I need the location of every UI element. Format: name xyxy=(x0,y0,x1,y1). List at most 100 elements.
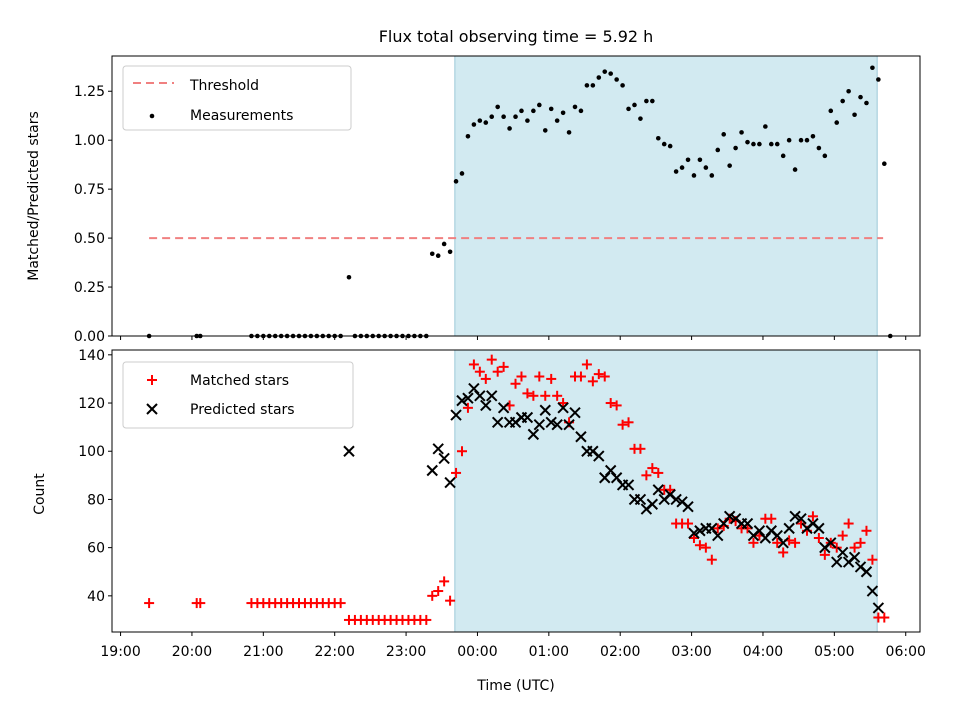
measurement-point xyxy=(453,179,459,184)
legend-threshold-label: Threshold xyxy=(189,78,259,94)
x-axis-label: Time (UTC) xyxy=(476,678,554,694)
measurement-point xyxy=(852,112,857,118)
bottom-legend-box xyxy=(122,361,354,429)
matched-star-point xyxy=(335,598,346,609)
measurement-point xyxy=(495,104,500,110)
top-x-ticks xyxy=(120,336,907,340)
y-tick-label: 0.25 xyxy=(74,280,105,296)
measurement-point xyxy=(763,124,768,129)
legend-predicted-label: Predicted stars xyxy=(190,402,295,418)
matched-star-point xyxy=(593,369,604,380)
predicted-star-point xyxy=(866,585,879,597)
measurement-point xyxy=(566,130,572,135)
predicted-star-point xyxy=(712,529,724,542)
top-panel-frame xyxy=(111,55,921,337)
predicted-star-point xyxy=(545,416,557,429)
measurement-point xyxy=(632,102,637,108)
predicted-star-point xyxy=(831,556,843,568)
predicted-star-point xyxy=(593,450,605,462)
measurement-point xyxy=(786,137,792,143)
matched-star-point xyxy=(486,354,497,365)
predicted-star-point xyxy=(634,493,647,506)
measurement-point xyxy=(513,114,518,119)
matched-star-point xyxy=(587,376,598,387)
measurement-point xyxy=(441,241,447,247)
matched-star-point xyxy=(623,417,634,428)
measurement-point xyxy=(590,83,596,88)
measurement-point xyxy=(519,108,524,114)
measurement-point xyxy=(703,165,709,170)
matched-star-point xyxy=(879,612,890,623)
measurement-point xyxy=(792,167,798,172)
matched-star-point xyxy=(522,388,533,399)
x-tick-label: 04:00 xyxy=(743,644,783,660)
measurement-point xyxy=(834,120,840,125)
predicted-star-point xyxy=(783,522,795,535)
measurement-point xyxy=(650,98,655,104)
measurement-point xyxy=(471,122,477,127)
matched-star-point xyxy=(796,518,807,529)
measurement-point xyxy=(465,133,471,139)
matched-star-point xyxy=(683,518,694,529)
predicted-stars-series xyxy=(343,382,885,614)
predicted-star-point xyxy=(491,416,504,429)
legend-matched-swatch xyxy=(147,375,157,385)
measurements-series xyxy=(146,65,893,339)
predicted-star-point xyxy=(557,402,569,414)
matched-star-point xyxy=(712,523,723,534)
measurement-point xyxy=(459,171,465,176)
top-y-axis-label: Matched/Predicted stars xyxy=(26,111,42,281)
predicted-star-point xyxy=(872,602,885,614)
predicted-star-point xyxy=(688,527,700,539)
measurement-point xyxy=(620,83,625,88)
top-legend: Threshold Measurements xyxy=(122,65,352,131)
matched-star-point xyxy=(474,366,485,377)
matched-star-point xyxy=(665,484,676,495)
matched-star-point xyxy=(653,467,664,478)
predicted-star-point xyxy=(860,566,873,578)
matched-star-point xyxy=(421,614,432,625)
predicted-star-point xyxy=(462,392,474,404)
y-tick-label: 100 xyxy=(78,444,105,460)
matched-star-point xyxy=(778,547,789,558)
predicted-star-point xyxy=(670,493,682,506)
matched-star-point xyxy=(534,371,545,382)
matched-star-point xyxy=(510,378,521,389)
y-tick-label: 1.00 xyxy=(74,133,105,149)
matched-star-point xyxy=(492,366,503,377)
predicted-star-point xyxy=(741,517,754,530)
matched-star-point xyxy=(575,371,586,382)
y-tick-label: 0.50 xyxy=(74,231,105,247)
matched-star-point xyxy=(581,359,592,370)
predicted-star-point xyxy=(789,510,801,523)
predicted-star-point xyxy=(682,500,694,513)
x-tick-label: 19:00 xyxy=(100,644,140,660)
predicted-star-point xyxy=(527,428,540,441)
predicted-star-point xyxy=(533,419,546,431)
matched-star-point xyxy=(647,463,658,474)
predicted-star-point xyxy=(539,404,551,416)
predicted-star-point xyxy=(813,522,825,535)
top-y-axis: 0.00 0.25 0.50 0.75 1.00 1.25 xyxy=(74,84,112,345)
predicted-star-point xyxy=(622,479,635,491)
measurement-point xyxy=(537,102,542,108)
matched-star-point xyxy=(772,537,783,548)
measurement-point xyxy=(739,130,744,135)
predicted-star-point xyxy=(848,551,861,563)
measurement-point xyxy=(816,145,822,151)
bottom-x-axis: 19:00 20:00 21:00 22:00 23:00 00:00 01:00 02:00… xyxy=(100,632,926,660)
predicted-star-point xyxy=(825,537,837,549)
measurement-point xyxy=(483,120,489,125)
matched-star-point xyxy=(451,467,462,478)
measurement-point xyxy=(846,88,851,94)
matched-star-point xyxy=(813,533,824,543)
measurement-point xyxy=(578,108,584,114)
measurement-point xyxy=(489,114,495,119)
matched-star-point xyxy=(433,586,444,597)
x-tick-label: 21:00 xyxy=(243,644,283,660)
measurement-point xyxy=(435,253,441,259)
predicted-star-point xyxy=(497,402,510,414)
matched-star-point xyxy=(552,390,563,401)
measurement-point xyxy=(560,110,566,116)
predicted-star-point xyxy=(646,498,659,510)
